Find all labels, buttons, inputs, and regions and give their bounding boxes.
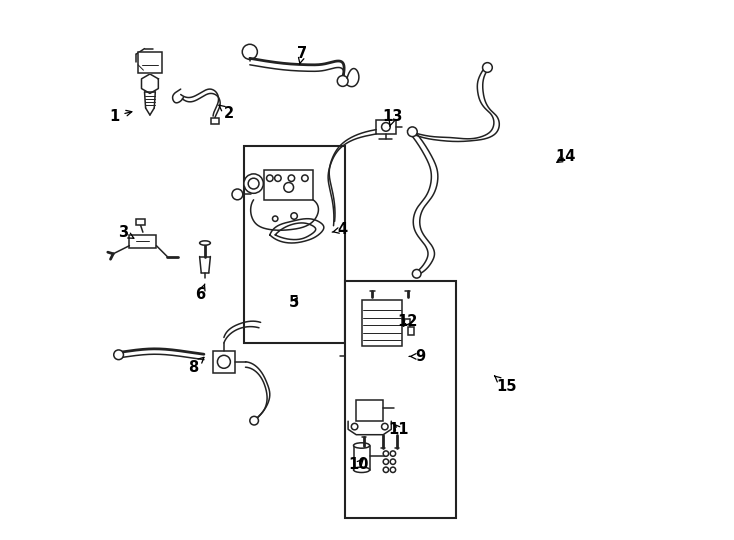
Circle shape bbox=[272, 216, 278, 221]
Text: 2: 2 bbox=[219, 105, 234, 121]
Bar bbox=[213, 351, 235, 373]
Bar bbox=[244, 146, 346, 343]
Circle shape bbox=[275, 175, 281, 181]
Circle shape bbox=[413, 269, 421, 278]
Circle shape bbox=[302, 175, 308, 181]
Text: 15: 15 bbox=[495, 376, 517, 394]
Bar bbox=[377, 120, 396, 134]
Bar bbox=[129, 235, 156, 248]
Circle shape bbox=[482, 63, 493, 72]
Bar bbox=[211, 118, 219, 124]
Circle shape bbox=[407, 127, 417, 137]
Text: 11: 11 bbox=[388, 422, 409, 437]
Bar bbox=[138, 52, 161, 73]
Ellipse shape bbox=[200, 241, 211, 245]
Ellipse shape bbox=[390, 451, 396, 456]
Circle shape bbox=[266, 175, 273, 181]
Polygon shape bbox=[142, 74, 159, 93]
Text: 4: 4 bbox=[333, 222, 348, 237]
Circle shape bbox=[352, 423, 357, 430]
Ellipse shape bbox=[383, 451, 388, 456]
Bar bbox=[346, 281, 456, 518]
Circle shape bbox=[114, 350, 123, 360]
Circle shape bbox=[242, 44, 258, 59]
Ellipse shape bbox=[390, 459, 396, 464]
Bar bbox=[362, 300, 402, 346]
Ellipse shape bbox=[383, 467, 388, 472]
Circle shape bbox=[232, 189, 243, 200]
Circle shape bbox=[291, 213, 297, 219]
Ellipse shape bbox=[354, 467, 370, 472]
Text: 7: 7 bbox=[297, 46, 308, 64]
Circle shape bbox=[250, 416, 258, 425]
Circle shape bbox=[382, 423, 388, 430]
Text: 12: 12 bbox=[397, 314, 418, 329]
Circle shape bbox=[288, 175, 294, 181]
Ellipse shape bbox=[383, 459, 388, 464]
Ellipse shape bbox=[390, 467, 396, 472]
Bar bbox=[356, 400, 383, 421]
Text: 1: 1 bbox=[109, 109, 132, 124]
Circle shape bbox=[244, 174, 264, 193]
Bar bbox=[137, 219, 145, 225]
Circle shape bbox=[217, 355, 230, 368]
Bar bbox=[354, 446, 370, 470]
Circle shape bbox=[248, 178, 259, 189]
Bar bbox=[264, 170, 313, 200]
Text: 13: 13 bbox=[382, 109, 403, 126]
Text: 9: 9 bbox=[410, 349, 425, 364]
Text: 14: 14 bbox=[556, 149, 576, 164]
Text: 5: 5 bbox=[289, 295, 299, 310]
Text: 6: 6 bbox=[196, 284, 206, 302]
Circle shape bbox=[382, 123, 390, 131]
Circle shape bbox=[284, 183, 294, 192]
Bar bbox=[407, 327, 414, 335]
Text: 3: 3 bbox=[118, 225, 134, 240]
Ellipse shape bbox=[354, 443, 370, 448]
Text: 10: 10 bbox=[348, 457, 368, 472]
Circle shape bbox=[338, 76, 348, 86]
Text: 8: 8 bbox=[188, 357, 204, 375]
